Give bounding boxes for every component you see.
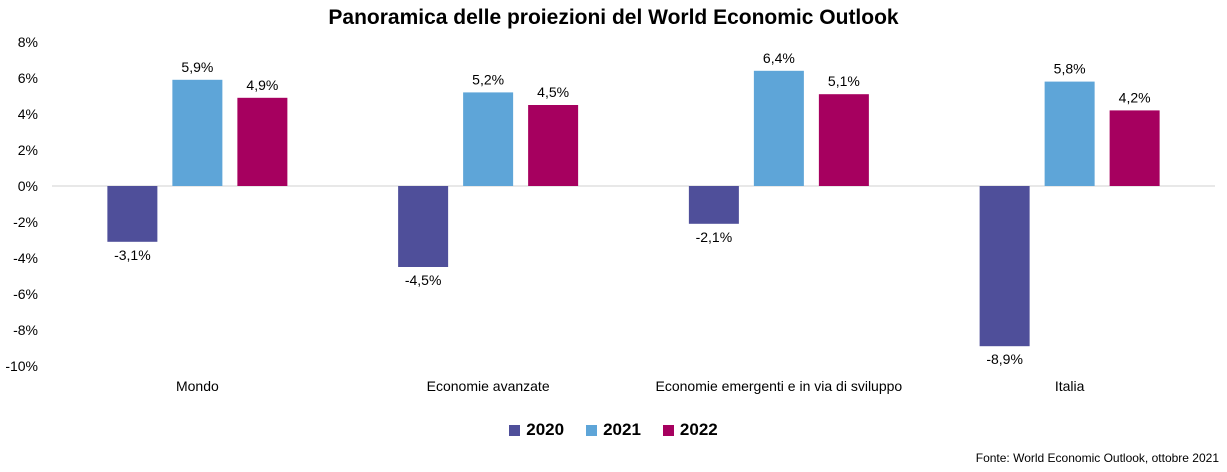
legend-swatch-2020 bbox=[509, 424, 521, 436]
data-labels: -3,1% 5,9% 4,9% -4,5% 5,2% 4,5% -2,1% 6,4% 5,1% -… bbox=[114, 50, 1151, 367]
category-labels: Mondo Economie avanzate Economie emergenti… bbox=[176, 378, 1085, 394]
y-axis: 8% 6% 4% 2% 0% -2% -4% -6% -8% -10% bbox=[5, 34, 38, 374]
category-label: Italia bbox=[1055, 378, 1085, 394]
y-tick-label: 6% bbox=[18, 70, 38, 86]
y-tick-label: -6% bbox=[13, 286, 38, 302]
data-label: 4,5% bbox=[537, 84, 569, 100]
legend-item-2020: 2020 bbox=[509, 420, 564, 440]
data-label: 4,2% bbox=[1119, 89, 1151, 105]
bar-chart: 8% 6% 4% 2% 0% -2% -4% -6% -8% -10% -3,1% 5,9% 4,9%… bbox=[5, 34, 1215, 394]
legend-label-2021: 2021 bbox=[603, 420, 641, 439]
data-label: 5,9% bbox=[181, 59, 213, 75]
y-tick-label: 8% bbox=[18, 34, 38, 50]
data-label: -2,1% bbox=[696, 229, 733, 245]
legend-label-2020: 2020 bbox=[526, 420, 565, 439]
bar-2022-3 bbox=[1109, 110, 1160, 186]
chart-title: Panoramica delle proiezioni del World Ec… bbox=[328, 6, 899, 29]
bar-2022-2 bbox=[818, 94, 869, 186]
bar-2021-2 bbox=[753, 70, 804, 186]
legend: 2020 2021 2022 bbox=[0, 420, 1227, 440]
data-label: 5,8% bbox=[1054, 61, 1086, 77]
category-label: Economie emergenti e in via di sviluppo bbox=[656, 378, 903, 394]
y-tick-label: 4% bbox=[18, 106, 38, 122]
data-label: 4,9% bbox=[246, 77, 278, 93]
bar-2020-1 bbox=[398, 186, 449, 267]
legend-swatch-2021 bbox=[586, 424, 598, 436]
data-label: -3,1% bbox=[114, 247, 151, 263]
legend-label-2022: 2022 bbox=[679, 420, 718, 439]
y-tick-label: 2% bbox=[18, 142, 38, 158]
category-label: Mondo bbox=[176, 378, 219, 394]
y-tick-label: -10% bbox=[5, 358, 38, 374]
category-label: Economie avanzate bbox=[427, 378, 550, 394]
source-note: Fonte: World Economic Outlook, ottobre 2… bbox=[975, 451, 1219, 465]
bar-2022-1 bbox=[528, 105, 579, 186]
bar-2020-3 bbox=[979, 186, 1030, 347]
data-label: 5,2% bbox=[472, 71, 504, 87]
legend-item-2021: 2021 bbox=[586, 420, 641, 440]
bar-2021-3 bbox=[1044, 81, 1095, 186]
y-tick-label: 0% bbox=[18, 178, 38, 194]
data-label: -8,9% bbox=[986, 351, 1023, 367]
y-tick-label: -8% bbox=[13, 322, 38, 338]
data-label: 5,1% bbox=[828, 73, 860, 89]
bar-2022-0 bbox=[237, 97, 288, 186]
bar-2020-2 bbox=[688, 186, 739, 224]
bar-2021-1 bbox=[463, 92, 514, 186]
data-label: 6,4% bbox=[763, 50, 795, 66]
y-tick-label: -4% bbox=[13, 250, 38, 266]
data-label: -4,5% bbox=[405, 272, 442, 288]
y-tick-label: -2% bbox=[13, 214, 38, 230]
bar-2021-0 bbox=[172, 79, 223, 186]
bars bbox=[107, 70, 1160, 347]
legend-item-2022: 2022 bbox=[662, 420, 718, 440]
bar-2020-0 bbox=[107, 186, 158, 242]
legend-swatch-2022 bbox=[662, 424, 674, 436]
